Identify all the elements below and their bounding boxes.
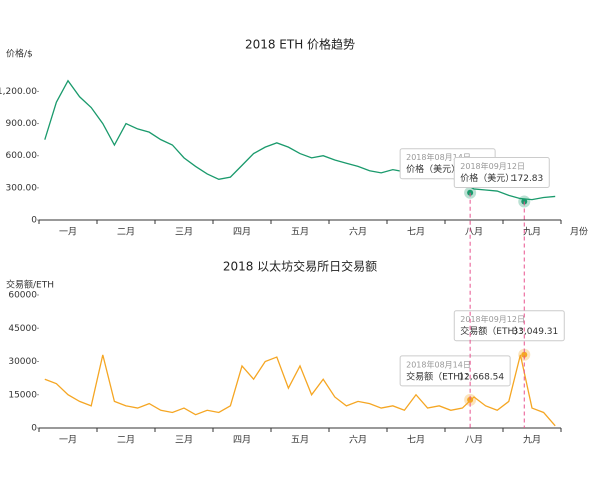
x-tick-label: 二月 — [117, 227, 135, 238]
tooltip-box — [453, 156, 550, 188]
chart-title: 2018 以太坊交易所日交易额 — [223, 259, 377, 274]
y-tick-label: 900.00 — [6, 119, 38, 129]
x-tick-label: 四月 — [233, 227, 251, 238]
y-tick-label: 60000 — [8, 291, 37, 301]
y-tick-label: 300.00 — [6, 183, 38, 193]
tooltip-label: 交易额（ETH）： — [406, 370, 473, 382]
tooltip-date: 2018年08月14日 — [406, 152, 471, 162]
tooltip-box — [453, 310, 565, 342]
x-tick-label: 一月 — [59, 227, 77, 238]
x-tick-label: 五月 — [291, 435, 309, 446]
y-tick-label: 0 — [31, 424, 37, 434]
highlight-point — [467, 396, 474, 403]
x-tick-label: 二月 — [117, 435, 135, 446]
x-axis-title: 月份 — [570, 226, 588, 238]
x-tick-label: 六月 — [349, 226, 367, 238]
tooltip-date: 2018年09月12日 — [460, 161, 525, 171]
x-tick-label: 九月 — [523, 227, 541, 238]
x-tick-label: 九月 — [523, 435, 541, 446]
x-tick-label: 七月 — [407, 227, 425, 238]
tooltip-label: 交易额（ETH）： — [460, 325, 527, 337]
x-tick-label: 三月 — [175, 435, 193, 446]
x-tick-label: 三月 — [175, 227, 193, 238]
tooltip-value: 172.83 — [512, 174, 544, 184]
x-tick-label: 五月 — [291, 227, 309, 238]
tooltip-date: 2018年09月12日 — [460, 314, 525, 324]
x-tick-label: 七月 — [407, 435, 425, 446]
x-tick-label: 八月 — [465, 435, 483, 446]
x-tick-label: 一月 — [59, 435, 77, 446]
tooltip-label: 价格（美元）： — [406, 163, 465, 175]
tooltip-label: 价格（美元）： — [460, 172, 519, 184]
y-tick-label: 0 — [31, 216, 37, 226]
tooltip-value: 33,049.31 — [512, 327, 558, 337]
y-tick-label: 30000 — [8, 357, 37, 367]
y-tick-label: 600.00 — [6, 151, 38, 161]
y-tick-label: 1,200.00 — [0, 87, 37, 97]
y-tick-label: 45000 — [8, 324, 37, 334]
highlight-point — [521, 351, 528, 358]
chart-title: 2018 ETH 价格趋势 — [245, 37, 355, 52]
x-tick-label: 八月 — [465, 227, 483, 238]
y-axis-title: 价格/$ — [6, 48, 33, 60]
tooltip-date: 2018年08月14日 — [406, 359, 471, 369]
x-tick-label: 四月 — [233, 435, 251, 446]
tooltip-value: 12,668.54 — [458, 372, 504, 382]
x-tick-label: 六月 — [349, 434, 367, 446]
tooltip-box — [399, 355, 511, 387]
y-axis-title: 交易额/ETH — [6, 279, 54, 291]
y-tick-label: 15000 — [8, 390, 37, 400]
